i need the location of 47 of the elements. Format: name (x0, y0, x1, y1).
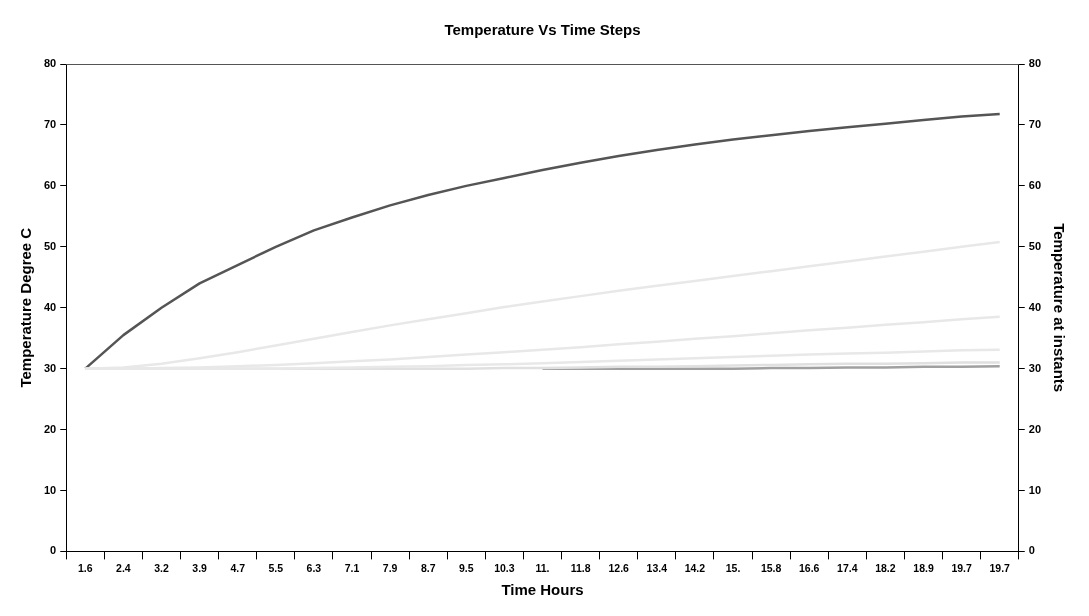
y2-tick-label: 80 (1028, 57, 1042, 70)
x-tick-label: 19.7 (989, 561, 1011, 574)
x-tick-label: 18.9 (913, 561, 934, 574)
y-tick-label: 0 (50, 544, 57, 557)
y-tick-label: 60 (43, 178, 57, 191)
x-tick-label: 17.4 (837, 561, 858, 574)
y-tick-label: 50 (43, 239, 57, 252)
x-tick-label: 2.4 (116, 561, 131, 574)
x-tick-label: 5.5 (268, 561, 284, 574)
x-tick-label: 11.8 (570, 561, 591, 574)
y2-tick-label: 50 (1028, 239, 1042, 252)
x-tick-label: 6.3 (306, 561, 322, 574)
y2-tick-label: 70 (1028, 117, 1042, 130)
y-tick-label: 70 (43, 117, 57, 130)
y2-tick-label: 10 (1028, 483, 1042, 496)
y-tick-label: 10 (43, 483, 57, 496)
y2-tick-label: 60 (1028, 178, 1042, 191)
y-tick-label: 40 (43, 300, 57, 313)
y2-tick-label: 30 (1028, 361, 1042, 374)
x-tick-label: 10.3 (494, 561, 515, 574)
x-tick-label: 14.2 (684, 561, 706, 574)
x-tick-label: 16.6 (798, 561, 820, 574)
x-tick-label: 12.6 (608, 561, 630, 574)
x-tick-label: 15. (725, 561, 741, 574)
x-tick-label: 9.5 (458, 561, 474, 574)
x-tick-label: 1.6 (77, 561, 93, 574)
x-tick-label: 18.2 (875, 561, 896, 574)
y-tick-label: 20 (43, 422, 57, 435)
chart-title: Temperature Vs Time Steps (444, 21, 641, 39)
y2-tick-label: 0 (1028, 544, 1035, 557)
y2-tick-label: 40 (1028, 300, 1042, 313)
x-tick-label: 8.7 (420, 561, 436, 574)
y2-tick-label: 20 (1028, 422, 1042, 435)
x-axis-title: Time Hours (501, 581, 584, 599)
x-tick-label: 7.9 (382, 561, 398, 574)
x-tick-label: 3.9 (192, 561, 208, 574)
x-tick-label: 4.7 (230, 561, 246, 574)
y2-axis-title: Temperature at instants (1050, 223, 1068, 393)
y-tick-label: 80 (43, 57, 57, 70)
x-tick-label: 7.1 (344, 561, 360, 574)
x-tick-label: 19.7 (951, 561, 972, 574)
y-axis-title: Temperature Degree C (17, 227, 35, 388)
y-tick-label: 30 (43, 361, 57, 374)
x-tick-label: 13.4 (646, 561, 668, 574)
x-tick-label: 3.2 (154, 561, 169, 574)
x-tick-label: 11. (535, 561, 550, 574)
x-tick-label: 15.8 (760, 561, 782, 574)
